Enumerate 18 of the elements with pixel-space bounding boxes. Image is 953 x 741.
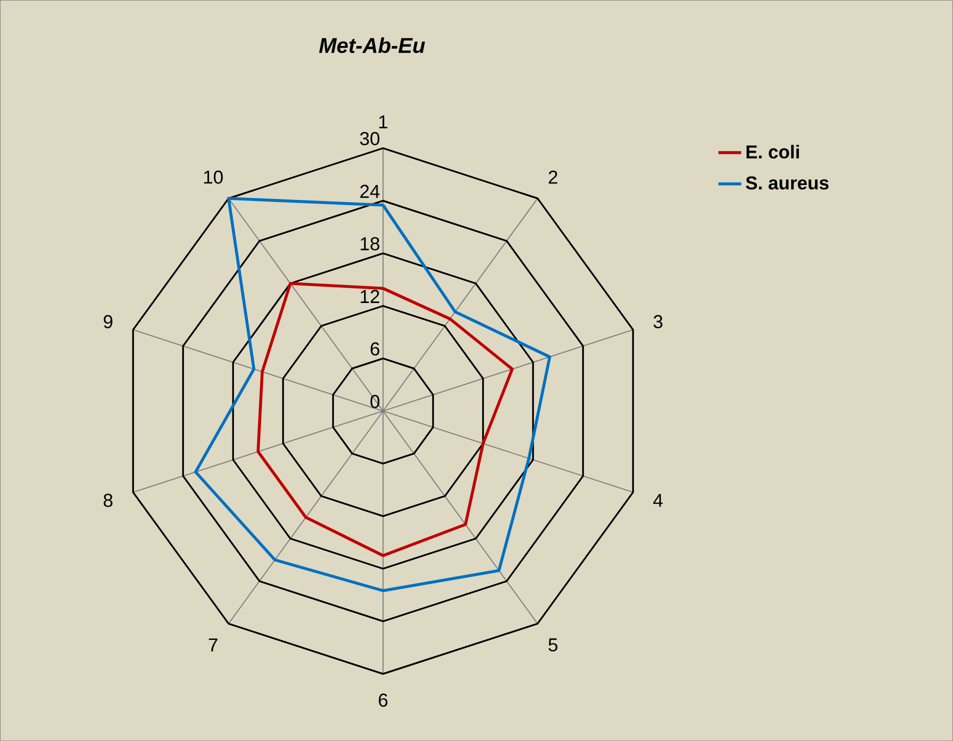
legend-label: S. aureus: [746, 176, 828, 190]
y-tick-label: 6: [370, 342, 380, 356]
spoke-label: 7: [208, 638, 218, 652]
spoke-label: 9: [104, 315, 112, 328]
spoke-label: 10: [204, 170, 223, 184]
spoke-label: 1: [379, 115, 388, 128]
y-tick-label: 30: [360, 132, 380, 146]
chart-title: Met-Ab-Eu: [319, 37, 425, 54]
legend-label: E. coli: [746, 144, 799, 158]
y-tick-label: 18: [360, 237, 380, 250]
spoke-label: 8: [104, 494, 112, 507]
spoke-label: 3: [654, 315, 662, 328]
spoke-label: 4: [653, 494, 663, 507]
y-tick-label: 24: [360, 184, 380, 198]
spoke-label: 2: [548, 170, 558, 184]
spoke-label: 5: [548, 638, 558, 652]
y-tick-label: 0: [370, 394, 380, 408]
y-tick-label: 12: [360, 290, 380, 303]
